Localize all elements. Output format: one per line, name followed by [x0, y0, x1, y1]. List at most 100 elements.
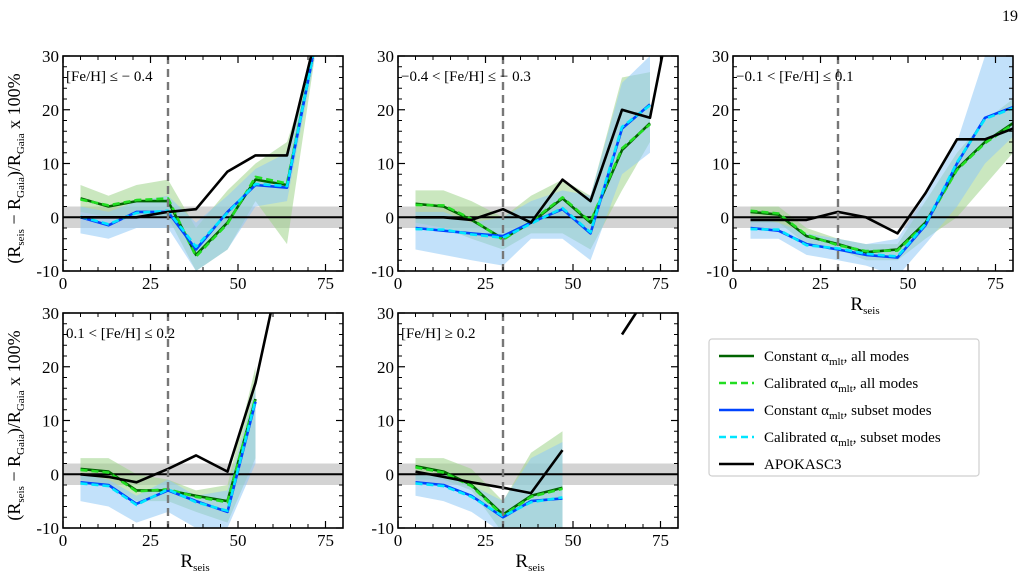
x-tick-label: 25 [142, 531, 159, 550]
legend-text: Constant α [764, 403, 829, 419]
x-axis-label-main: R [515, 551, 528, 572]
y-tick-label: -10 [706, 262, 729, 281]
legend-sub: mlt [829, 356, 844, 368]
panel-label: [Fe/H] ≥ 0.2 [401, 326, 475, 342]
y-tick-label: -10 [36, 519, 59, 538]
y-tick-label: 10 [712, 155, 729, 174]
x-tick-label: 75 [652, 274, 669, 293]
y-tick-label: 20 [42, 101, 59, 120]
panel-label: [Fe/H] ≤ − 0.4 [66, 69, 153, 85]
y-label-sub: Gaia [15, 133, 27, 154]
x-tick-label: 50 [565, 274, 582, 293]
y-tick-label: 0 [51, 465, 60, 484]
y-label-part: − R [4, 455, 24, 486]
plot-area [398, 313, 678, 528]
series-line-6 [620, 313, 638, 336]
y-label-part: − R [4, 198, 24, 229]
plot-area [733, 56, 1013, 271]
y-tick-label: 30 [42, 47, 59, 66]
panel-label: −0.4 < [Fe/H] ≤ − 0.3 [401, 69, 531, 85]
y-tick-label: 0 [51, 208, 60, 227]
x-tick-label: 50 [900, 274, 917, 293]
x-tick-label: 50 [230, 274, 247, 293]
y-label-sub: Gaia [15, 390, 27, 411]
band-all-modes [750, 99, 1013, 261]
y-label-sub: Gaia [15, 434, 27, 455]
y-tick-label: 20 [42, 358, 59, 377]
y-label-part: )/R [4, 411, 25, 434]
series-line-5 [80, 56, 313, 219]
y-tick-label: -10 [371, 262, 394, 281]
series-line-4 [750, 106, 1013, 258]
legend-text: APOKASC3 [764, 457, 842, 473]
legend-text: Calibrated α [764, 430, 838, 446]
y-tick-label: 0 [386, 208, 395, 227]
y-tick-label: 10 [377, 155, 394, 174]
legend-label-3: Constant αmlt, subset modes [764, 403, 932, 422]
y-axis-label: (Rseis − RGaia)/RGaia x 100% [4, 330, 27, 520]
band-subset-modes [80, 388, 256, 528]
band-subset-modes [80, 56, 315, 271]
y-label-part: (R [4, 503, 25, 521]
legend-text: , subset modes [853, 430, 941, 446]
y-label-part: x 100% [4, 330, 24, 390]
x-axis-label: Rseis [515, 551, 544, 574]
legend-text: , subset modes [844, 403, 932, 419]
series-line-4 [415, 482, 563, 518]
series-line-2 [80, 56, 315, 258]
plot-area [63, 313, 343, 528]
series-line-2 [750, 123, 1013, 253]
x-axis-label-sub: seis [193, 562, 210, 574]
legend-text: Constant α [764, 349, 829, 365]
x-tick-label: 0 [394, 274, 403, 293]
y-label-sub: seis [15, 229, 27, 246]
panel-label: 0.1 < [Fe/H] ≤ 0.2 [66, 326, 175, 342]
series-line-4 [80, 56, 315, 249]
y-tick-label: 0 [386, 465, 395, 484]
legend-text: , all modes [853, 376, 919, 392]
y-tick-label: 30 [377, 304, 394, 323]
x-tick-label: 0 [394, 531, 403, 550]
y-label-part: )/R [4, 154, 25, 177]
y-label-sub: Gaia [15, 177, 27, 198]
y-tick-label: 10 [42, 412, 59, 431]
y-tick-label: 0 [721, 208, 730, 227]
series-line-4 [415, 104, 651, 239]
legend-label-1: Constant αmlt, all modes [764, 349, 909, 368]
y-label-part: x 100% [4, 73, 24, 133]
x-tick-label: 25 [477, 531, 494, 550]
legend-text: , all modes [844, 349, 910, 365]
y-tick-label: 20 [377, 358, 394, 377]
legend-label-5: APOKASC3 [764, 457, 842, 473]
series-line-5 [415, 56, 664, 224]
y-tick-label: 30 [712, 47, 729, 66]
x-axis-label: Rseis [180, 551, 209, 574]
y-tick-label: 20 [712, 101, 729, 120]
legend-label-4: Calibrated αmlt, subset modes [764, 430, 941, 449]
y-tick-label: 10 [42, 155, 59, 174]
x-axis-label-sub: seis [528, 562, 545, 574]
series-line-5 [80, 313, 273, 484]
x-tick-label: 25 [477, 274, 494, 293]
x-axis-label-main: R [180, 551, 193, 572]
series-line-5 [750, 127, 1013, 235]
x-tick-label: 50 [230, 531, 247, 550]
y-tick-label: 30 [377, 47, 394, 66]
x-tick-label: 25 [142, 274, 159, 293]
y-tick-label: -10 [36, 262, 59, 281]
series-line-2 [415, 123, 651, 242]
x-tick-label: 75 [317, 274, 334, 293]
legend-label-2: Calibrated αmlt, all modes [764, 376, 918, 395]
page-number: 19 [1002, 8, 1018, 25]
y-tick-label: -10 [371, 519, 394, 538]
y-tick-label: 30 [42, 304, 59, 323]
x-tick-label: 25 [812, 274, 829, 293]
y-tick-label: 20 [377, 101, 394, 120]
